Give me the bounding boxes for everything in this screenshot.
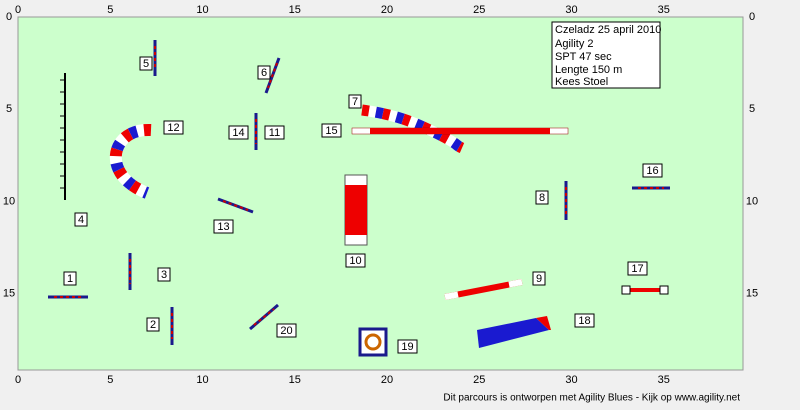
chute-entry [536, 316, 551, 330]
y-tick-label: 5 [749, 103, 755, 115]
obstacle-number: 6 [261, 67, 267, 79]
obstacle-number: 12 [167, 122, 179, 134]
label-box [574, 313, 595, 328]
jump-pole [253, 308, 275, 326]
tire [364, 333, 382, 351]
obstacle-number: 13 [217, 221, 229, 233]
label-box [264, 125, 285, 140]
info-box: Czeladz 25 april 2010 Agility 2 SPT 47 s… [551, 21, 661, 89]
label-box [139, 56, 153, 71]
obstacle-number: 18 [578, 315, 590, 327]
x-tick-label: 5 [107, 374, 113, 386]
label-box [348, 94, 362, 109]
y-tick-label: 0 [6, 11, 12, 23]
label-box [63, 271, 77, 286]
label-box [627, 261, 648, 276]
x-tick-label: 15 [289, 4, 301, 16]
label-box [276, 323, 297, 338]
obstacle-number: 14 [232, 127, 244, 139]
obstacle-number: 11 [269, 127, 280, 139]
tunnel-stripe [361, 104, 465, 154]
label-box [321, 123, 342, 138]
x-tick-label: 5 [107, 4, 113, 16]
obstacle-number: 2 [150, 319, 156, 331]
obstacles [48, 40, 670, 357]
obstacle-number: 20 [280, 325, 292, 337]
obstacle-number: 15 [325, 125, 337, 137]
info-frame [551, 21, 661, 89]
label-box [213, 219, 234, 234]
info-line: Kees Stoel [555, 76, 608, 88]
obstacle-number: 19 [401, 341, 413, 353]
label-box [532, 271, 546, 286]
obstacle-number: 10 [349, 255, 361, 267]
obstacle-number: 1 [67, 273, 73, 285]
x-tick-label: 35 [658, 4, 670, 16]
x-tick-label: 0 [15, 4, 21, 16]
y-tick-label: 10 [746, 195, 758, 207]
tire-frame [358, 327, 388, 357]
jump-wing [659, 285, 669, 295]
info-line: Czeladz 25 april 2010 [555, 24, 661, 36]
y-tick-label: 0 [749, 11, 755, 23]
obstacle-number: 16 [646, 165, 658, 177]
x-tick-label: 25 [473, 374, 485, 386]
seesaw-end [444, 291, 459, 300]
info-line: SPT 47 sec [555, 51, 612, 63]
jump-wing [621, 285, 631, 295]
info-line: Agility 2 [555, 38, 594, 50]
x-tick-label: 10 [196, 4, 208, 16]
y-tick-label: 5 [6, 103, 12, 115]
jump-pole [267, 62, 278, 89]
jump-pole [222, 200, 249, 211]
x-tick-label: 0 [15, 374, 21, 386]
seesaw-end [508, 279, 523, 288]
label-box [257, 65, 271, 80]
x-tick-label: 20 [381, 4, 393, 16]
label-box [163, 120, 184, 135]
x-tick-label: 30 [565, 4, 577, 16]
label-box [535, 190, 549, 205]
obstacle-number: 5 [143, 58, 149, 70]
tunnel-stripe [361, 104, 465, 154]
obstacle-number: 8 [539, 192, 545, 204]
a-frame-center [345, 185, 367, 235]
tunnel-stripe [110, 124, 152, 199]
label-box [157, 267, 171, 282]
weave-ticks [60, 79, 65, 189]
obstacle-number: 17 [631, 263, 643, 275]
label-box [642, 163, 663, 178]
x-tick-label: 35 [658, 374, 670, 386]
label-box [74, 212, 88, 227]
label-box [228, 125, 249, 140]
obstacle-number: 3 [161, 269, 167, 281]
y-tick-label: 15 [3, 288, 15, 300]
y-tick-label: 15 [746, 288, 758, 300]
dogwalk-plank [370, 128, 550, 134]
x-tick-label: 30 [565, 374, 577, 386]
obstacle-number: 7 [352, 96, 358, 108]
y-tick-label: 10 [3, 195, 15, 207]
footer: Dit parcours is ontworpen met Agility Bl… [443, 393, 740, 404]
x-tick-label: 25 [473, 4, 485, 16]
chute [477, 318, 549, 348]
x-tick-label: 15 [289, 374, 301, 386]
obstacle-number: 9 [536, 273, 542, 285]
x-tick-label: 10 [196, 374, 208, 386]
label-box [345, 253, 366, 268]
label-box [397, 339, 418, 354]
x-tick-label: 20 [381, 374, 393, 386]
info-line: Lengte 150 m [555, 64, 622, 76]
label-box [146, 317, 160, 332]
obstacle-number: 4 [78, 214, 84, 226]
